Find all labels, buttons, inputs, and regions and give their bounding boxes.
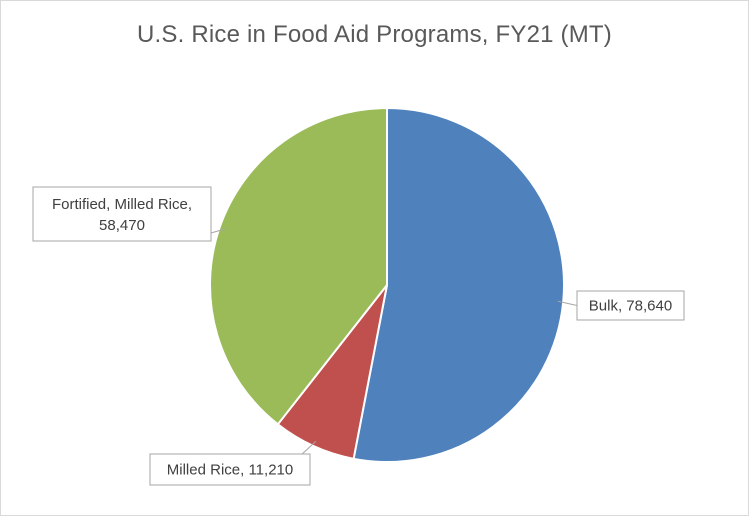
- pie-slice-bulk: [352, 107, 565, 463]
- chart-title: U.S. Rice in Food Aid Programs, FY21 (MT…: [136, 21, 612, 48]
- data-label-milled-rice: Milled Rice, 11,210: [149, 453, 311, 486]
- leader-line-fortified-milled-rice: [210, 228, 225, 234]
- data-label-text: Milled Rice, 11,210: [167, 462, 293, 479]
- data-label-bulk: Bulk, 78,640: [576, 290, 685, 321]
- data-label-value: 58,470: [99, 217, 145, 234]
- data-label-text: Bulk, 78,640: [589, 298, 672, 315]
- callout-box: [149, 453, 311, 486]
- pie-slice-fortified-milled-rice: [209, 107, 388, 426]
- callout-box: [576, 290, 685, 321]
- callout-box: [32, 186, 212, 242]
- data-label-fortified-milled-rice: Fortified, Milled Rice, 58,470: [32, 186, 212, 242]
- leader-line-bulk: [557, 300, 578, 306]
- data-labels: Bulk, 78,640 Milled Rice, 11,210 Fortified…: [32, 186, 685, 486]
- data-label-category: Fortified, Milled Rice,: [52, 196, 192, 213]
- pie-slices: [209, 107, 565, 463]
